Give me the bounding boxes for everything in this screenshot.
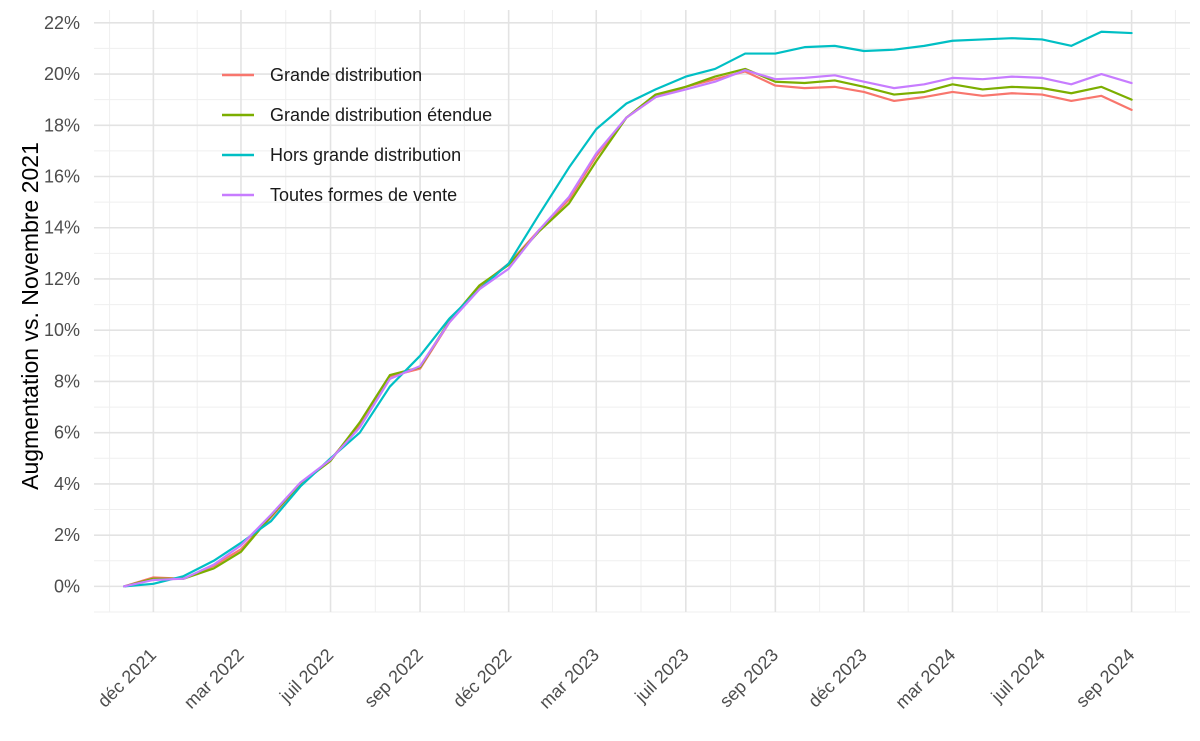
legend-label: Grande distribution bbox=[270, 65, 422, 85]
y-tick-label: 6% bbox=[54, 423, 80, 443]
x-tick-label: déc 2022 bbox=[449, 645, 516, 712]
x-tick-label: sep 2024 bbox=[1072, 645, 1139, 712]
legend-label: Grande distribution étendue bbox=[270, 105, 492, 125]
x-tick-label: juil 2024 bbox=[987, 645, 1049, 707]
x-tick-label: juil 2023 bbox=[630, 645, 692, 707]
y-tick-label: 4% bbox=[54, 474, 80, 494]
x-tick-label: sep 2023 bbox=[716, 645, 783, 712]
y-tick-label: 14% bbox=[44, 218, 80, 238]
y-tick-label: 8% bbox=[54, 371, 80, 391]
series-lines bbox=[123, 30, 1133, 588]
legend: Grande distribution Grande distribution é… bbox=[222, 65, 492, 205]
y-tick-label: 18% bbox=[44, 115, 80, 135]
y-tick-label: 12% bbox=[44, 269, 80, 289]
x-tick-label: juil 2022 bbox=[275, 645, 337, 707]
y-tick-label: 20% bbox=[44, 64, 80, 84]
x-tick-label: déc 2021 bbox=[94, 645, 161, 712]
legend-label: Hors grande distribution bbox=[270, 145, 461, 165]
y-axis-ticks: 0% 2% 4% 6% 8% 10% 12% 14% 16% 18% 20% 22% bbox=[44, 13, 80, 597]
y-tick-label: 10% bbox=[44, 320, 80, 340]
y-tick-label: 16% bbox=[44, 167, 80, 187]
x-axis-ticks: déc 2021 mar 2022 juil 2022 sep 2022 déc 202… bbox=[94, 645, 1139, 713]
y-tick-label: 2% bbox=[54, 525, 80, 545]
series-line bbox=[123, 69, 1133, 588]
grid bbox=[94, 10, 1190, 613]
x-tick-label: mar 2023 bbox=[535, 645, 603, 713]
x-tick-label: mar 2022 bbox=[180, 645, 248, 713]
y-tick-label: 22% bbox=[44, 13, 80, 33]
x-tick-label: sep 2022 bbox=[360, 645, 427, 712]
series-line bbox=[123, 30, 1133, 588]
x-tick-label: mar 2024 bbox=[891, 645, 959, 713]
legend-label: Toutes formes de vente bbox=[270, 185, 457, 205]
y-tick-label: 0% bbox=[54, 576, 80, 596]
x-tick-label: déc 2023 bbox=[804, 645, 871, 712]
y-axis-title: Augmentation vs. Novembre 2021 bbox=[17, 142, 43, 490]
